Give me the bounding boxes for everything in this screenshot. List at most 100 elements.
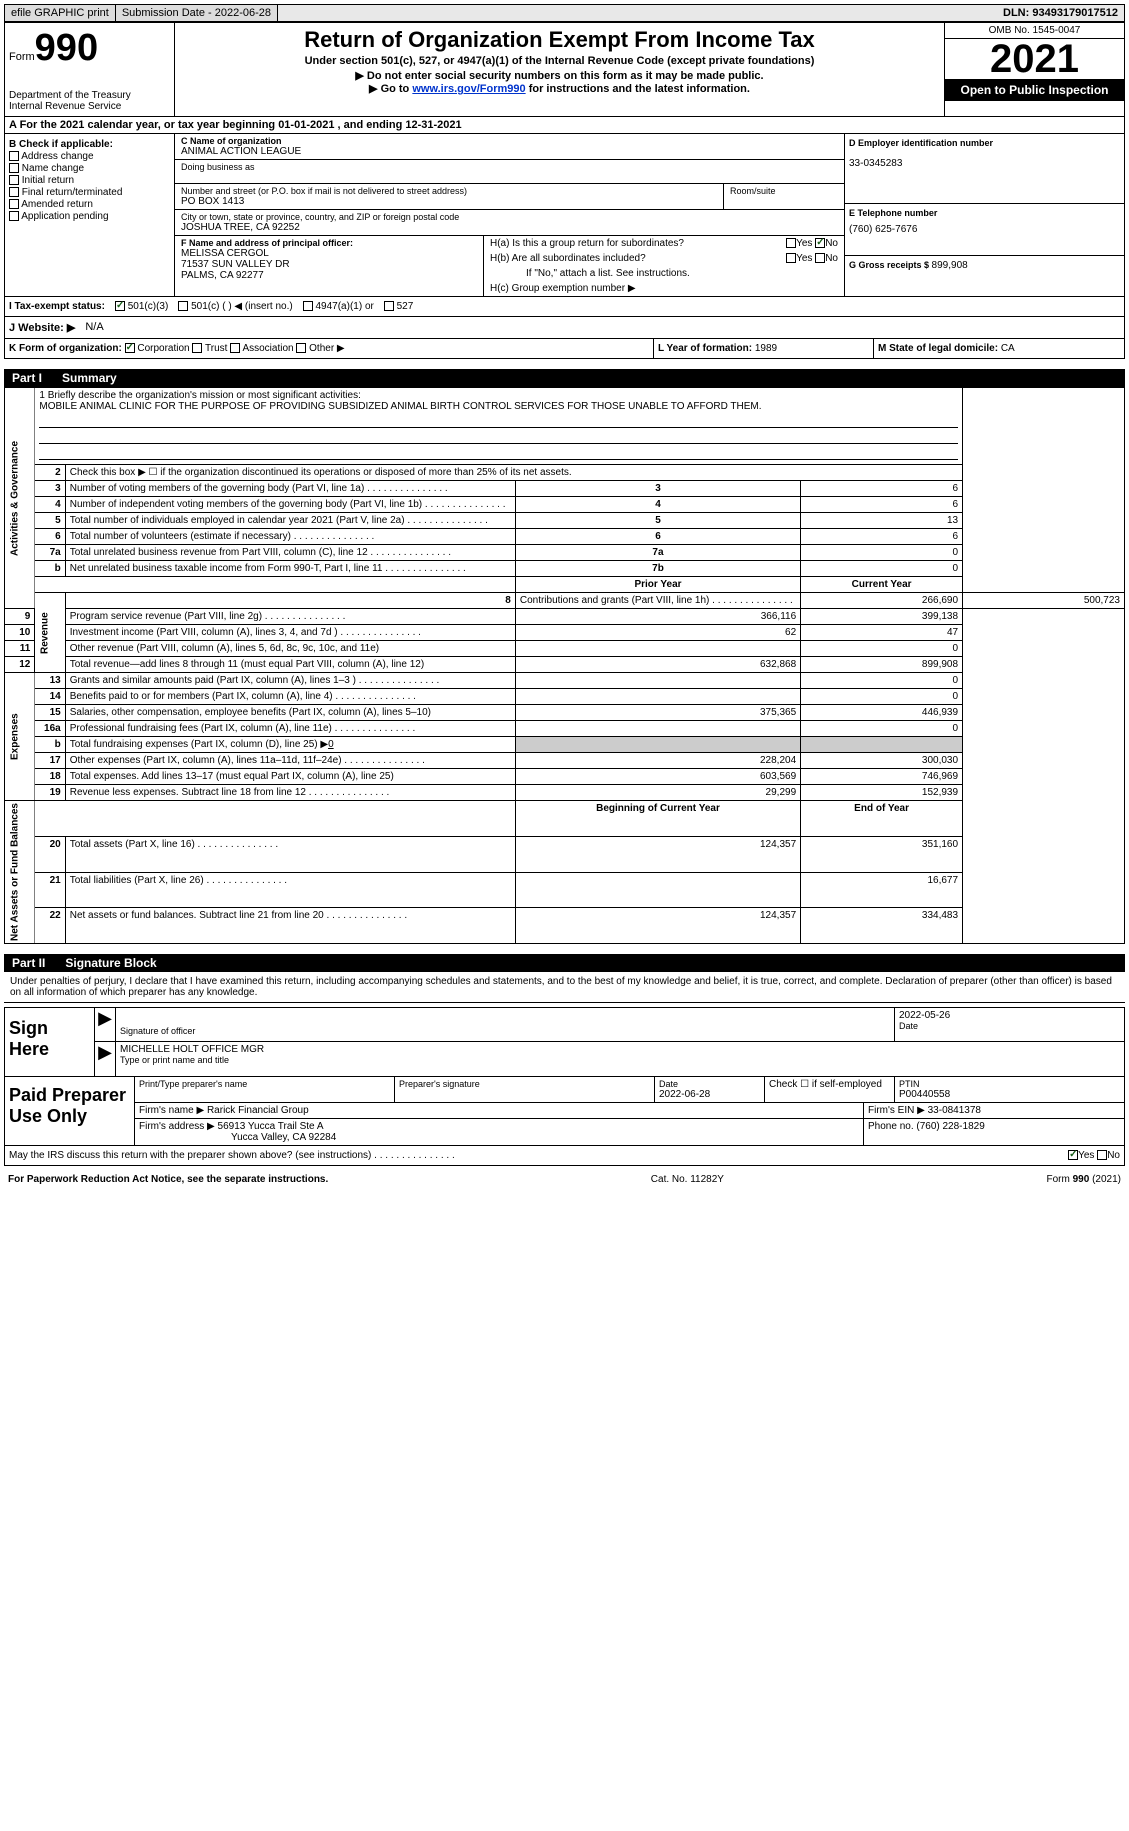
footer-mid: Cat. No. 11282Y bbox=[651, 1174, 724, 1185]
line6-num: 6 bbox=[515, 529, 800, 545]
ln-16b: b bbox=[35, 737, 65, 753]
part2-num: Part II bbox=[12, 956, 45, 970]
part1-title: Summary bbox=[62, 371, 117, 385]
i-opt2: 501(c) ( ) ◀ (insert no.) bbox=[191, 301, 293, 312]
form-header: Form990 Department of the Treasury Inter… bbox=[4, 22, 1125, 117]
cb-ha-no[interactable] bbox=[815, 238, 825, 248]
line9-prior: 366,116 bbox=[515, 609, 800, 625]
ln-11: 11 bbox=[5, 641, 35, 657]
row-a-calendar-year: A For the 2021 calendar year, or tax yea… bbox=[4, 117, 1125, 134]
cb-ha-yes[interactable] bbox=[786, 238, 796, 248]
form-title: Return of Organization Exempt From Incom… bbox=[179, 27, 940, 53]
cb-discuss-no[interactable] bbox=[1097, 1150, 1107, 1160]
cb-hb-no[interactable] bbox=[815, 253, 825, 263]
ln-10: 10 bbox=[5, 625, 35, 641]
line12-curr: 899,908 bbox=[801, 657, 963, 673]
line2-text: Check this box ▶ ☐ if the organization d… bbox=[65, 465, 962, 481]
line18-desc: Total expenses. Add lines 13–17 (must eq… bbox=[65, 769, 515, 785]
efile-print-button[interactable]: efile GRAPHIC print bbox=[5, 5, 116, 21]
sign-here-label: Sign Here bbox=[5, 1008, 95, 1076]
f-label: F Name and address of principal officer: bbox=[181, 238, 477, 248]
line13-desc: Grants and similar amounts paid (Part IX… bbox=[65, 673, 515, 689]
line15-desc: Salaries, other compensation, employee b… bbox=[65, 705, 515, 721]
dba-label: Doing business as bbox=[181, 162, 838, 172]
sig-date-label: Date bbox=[899, 1021, 1120, 1031]
cb-discuss-yes[interactable] bbox=[1068, 1150, 1078, 1160]
state-domicile: CA bbox=[1001, 343, 1015, 354]
b-opt-3: Final return/terminated bbox=[22, 187, 123, 198]
goto-post: for instructions and the latest informat… bbox=[526, 83, 750, 95]
ln-18: 18 bbox=[35, 769, 65, 785]
line15-curr: 446,939 bbox=[801, 705, 963, 721]
b-opt-5: Application pending bbox=[21, 211, 108, 222]
ln-6: 6 bbox=[35, 529, 65, 545]
line7a-desc: Total unrelated business revenue from Pa… bbox=[65, 545, 515, 561]
b-opt-4: Amended return bbox=[21, 199, 93, 210]
gross-receipts: 899,908 bbox=[932, 260, 968, 271]
section-b: B Check if applicable: Address change Na… bbox=[5, 134, 175, 296]
form-word: Form bbox=[9, 51, 35, 63]
h-a-label: H(a) Is this a group return for subordin… bbox=[490, 238, 684, 249]
i-opt4: 527 bbox=[397, 301, 414, 312]
discuss-row: May the IRS discuss this return with the… bbox=[4, 1146, 1125, 1166]
discuss-text: May the IRS discuss this return with the… bbox=[9, 1150, 455, 1161]
c-name-label: C Name of organization bbox=[181, 136, 838, 146]
no-label: No bbox=[825, 238, 838, 249]
cb-assoc[interactable] bbox=[230, 343, 240, 353]
cb-initial-return[interactable] bbox=[9, 175, 19, 185]
line12-desc: Total revenue—add lines 8 through 11 (mu… bbox=[65, 657, 515, 673]
h-b-note: If "No," attach a list. See instructions… bbox=[490, 268, 838, 279]
open-inspection: Open to Public Inspection bbox=[945, 79, 1124, 101]
cb-name-change[interactable] bbox=[9, 163, 19, 173]
line10-desc: Investment income (Part VIII, column (A)… bbox=[65, 625, 515, 641]
line7a-val: 0 bbox=[801, 545, 963, 561]
cb-4947[interactable] bbox=[303, 301, 313, 311]
cb-amended[interactable] bbox=[9, 199, 19, 209]
footer-left: For Paperwork Reduction Act Notice, see … bbox=[8, 1174, 328, 1185]
cb-527[interactable] bbox=[384, 301, 394, 311]
year-formation: 1989 bbox=[755, 343, 777, 354]
firm-phone-label: Phone no. bbox=[868, 1121, 916, 1132]
h-b-label: H(b) Are all subordinates included? bbox=[490, 253, 646, 264]
row-j: J Website: ▶ N/A bbox=[4, 317, 1125, 339]
officer-name: MELISSA CERGOL bbox=[181, 248, 477, 259]
cb-trust[interactable] bbox=[192, 343, 202, 353]
line4-desc: Number of independent voting members of … bbox=[65, 497, 515, 513]
line18-curr: 746,969 bbox=[801, 769, 963, 785]
dln: DLN: 93493179017512 bbox=[997, 5, 1125, 21]
mission-line bbox=[39, 414, 958, 428]
mission-text: MOBILE ANIMAL CLINIC FOR THE PURPOSE OF … bbox=[39, 401, 958, 412]
ln-8: 8 bbox=[65, 593, 515, 609]
form-number: 990 bbox=[35, 27, 98, 69]
cb-address-change[interactable] bbox=[9, 151, 19, 161]
cb-final-return[interactable] bbox=[9, 187, 19, 197]
k-opt3: Other ▶ bbox=[309, 343, 344, 354]
ln-17: 17 bbox=[35, 753, 65, 769]
ptin-label: PTIN bbox=[899, 1079, 1120, 1089]
irs-label: Internal Revenue Service bbox=[9, 101, 170, 112]
line7b-num: 7b bbox=[515, 561, 800, 577]
yes-label-2: Yes bbox=[796, 253, 812, 264]
street-label: Number and street (or P.O. box if mail i… bbox=[181, 186, 717, 196]
cb-501c3[interactable] bbox=[115, 301, 125, 311]
cb-other[interactable] bbox=[296, 343, 306, 353]
line19-prior: 29,299 bbox=[515, 785, 800, 801]
firm-phone: (760) 228-1829 bbox=[916, 1121, 984, 1132]
perjury-declaration: Under penalties of perjury, I declare th… bbox=[4, 972, 1125, 1003]
cb-corp[interactable] bbox=[125, 343, 135, 353]
ln-16a: 16a bbox=[35, 721, 65, 737]
irs-link[interactable]: www.irs.gov/Form990 bbox=[412, 83, 525, 95]
line13-curr: 0 bbox=[801, 673, 963, 689]
cb-hb-yes[interactable] bbox=[786, 253, 796, 263]
sidelabel-expenses: Expenses bbox=[5, 673, 35, 801]
firm-addr-label: Firm's address ▶ bbox=[139, 1121, 215, 1132]
line22-begin: 124,357 bbox=[515, 908, 800, 944]
prep-name-label: Print/Type preparer's name bbox=[139, 1079, 390, 1089]
cb-501c[interactable] bbox=[178, 301, 188, 311]
line13-prior bbox=[515, 673, 800, 689]
m-label: M State of legal domicile: bbox=[878, 343, 1001, 354]
cb-app-pending[interactable] bbox=[9, 211, 19, 221]
ln-12: 12 bbox=[5, 657, 35, 673]
i-opt1: 501(c)(3) bbox=[128, 301, 169, 312]
line16b-shade2 bbox=[801, 737, 963, 753]
